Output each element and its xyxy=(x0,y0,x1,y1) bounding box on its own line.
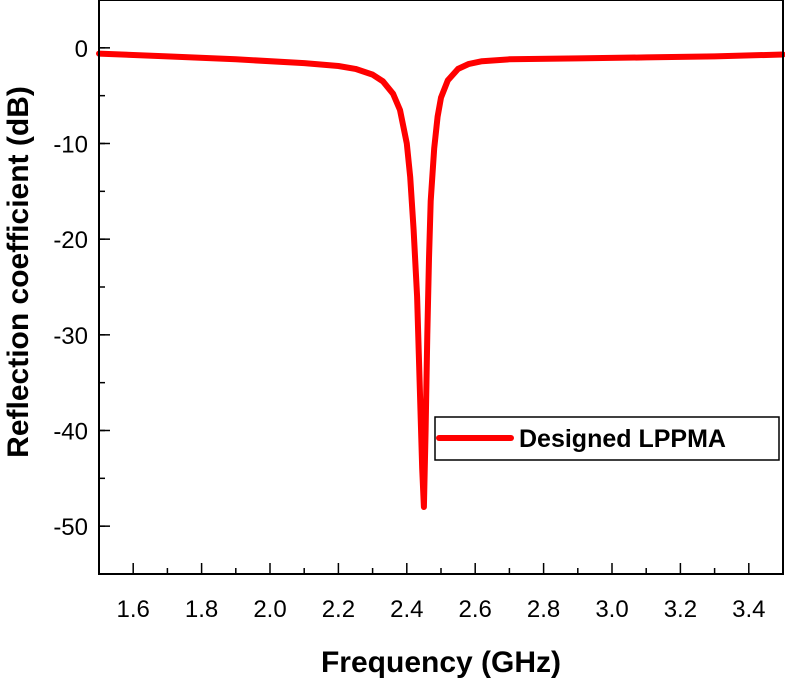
x-tick-label: 3.0 xyxy=(595,596,628,623)
x-axis-title: Frequency (GHz) xyxy=(321,646,561,679)
legend: Designed LPPMA xyxy=(434,416,780,461)
x-tick-label: 1.8 xyxy=(185,596,218,623)
y-axis-title: Reflection coefficient (dB) xyxy=(2,86,35,458)
y-tick-label: -40 xyxy=(53,419,88,446)
legend-label-designed-lppma: Designed LPPMA xyxy=(519,425,726,453)
y-tick-label: -30 xyxy=(53,323,88,350)
series-layer xyxy=(96,50,785,510)
plot-frame xyxy=(98,0,784,575)
x-tick-label: 1.6 xyxy=(117,596,150,623)
x-tick-label: 2.8 xyxy=(527,596,560,623)
series-line-0 xyxy=(96,50,785,510)
y-axis-ticks: 0 -10 -20 -30 -40 -50 xyxy=(53,0,110,575)
y-tick-label: -50 xyxy=(53,514,88,541)
x-tick-label: 2.0 xyxy=(253,596,286,623)
x-tick-label: 3.2 xyxy=(664,596,697,623)
x-axis-ticks: 1.6 1.8 2.0 2.2 2.4 2.6 2.8 3.0 3.2 3.4 xyxy=(98,563,784,623)
y-tick-label: -10 xyxy=(53,132,88,159)
x-tick-label: 2.4 xyxy=(390,596,423,623)
x-tick-label: 2.2 xyxy=(322,596,355,623)
x-tick-label: 2.6 xyxy=(459,596,492,623)
y-tick-label: 0 xyxy=(75,36,88,63)
y-tick-label: -20 xyxy=(53,227,88,254)
x-tick-label: 3.4 xyxy=(732,596,765,623)
